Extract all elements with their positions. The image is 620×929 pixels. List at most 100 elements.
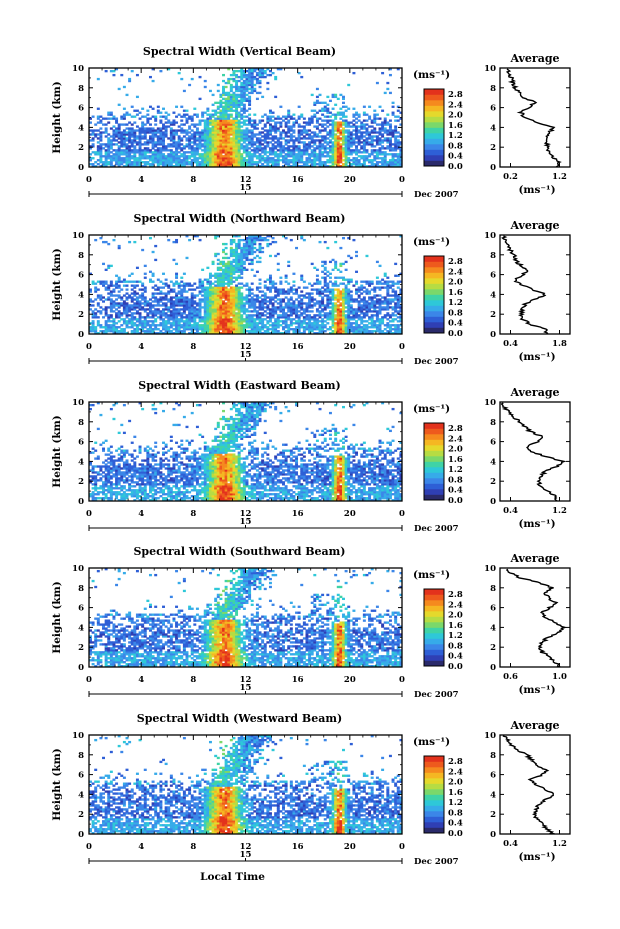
- heatmap-cell: [154, 326, 158, 329]
- heatmap-cell: [339, 324, 343, 327]
- heatmap-cell: [227, 153, 231, 156]
- heatmap-cell: [203, 141, 207, 144]
- heatmap-cell: [203, 330, 207, 333]
- heatmap-cell: [141, 107, 145, 110]
- heatmap-cell: [237, 155, 241, 158]
- heatmap-cell: [211, 103, 215, 106]
- heatmap-cell: [276, 159, 280, 162]
- heatmap-cell: [203, 306, 207, 309]
- heatmap-cell: [300, 235, 304, 238]
- heatmap-cell: [128, 145, 132, 148]
- heatmap-cell: [224, 135, 228, 138]
- heatmap-cell: [203, 147, 207, 150]
- heatmap-cell: [227, 151, 231, 154]
- heatmap-cell: [271, 314, 275, 317]
- heatmap-cell: [240, 165, 244, 168]
- heatmap-cell: [323, 280, 327, 283]
- heatmap-cell: [96, 121, 100, 124]
- heatmap-cell: [214, 294, 218, 297]
- heatmap-cell: [305, 165, 309, 168]
- heatmap-cell: [289, 127, 293, 130]
- heatmap-cell: [248, 294, 252, 297]
- heatmap-cell: [279, 153, 283, 156]
- heatmap-cell: [175, 149, 179, 152]
- heatmap-cell: [279, 332, 283, 335]
- heatmap-cell: [148, 308, 152, 311]
- heatmap-cell: [250, 77, 254, 81]
- heatmap-cell: [279, 298, 283, 301]
- heatmap-cell: [349, 141, 353, 144]
- heatmap-cell: [107, 143, 111, 146]
- heatmap-cell: [336, 137, 340, 140]
- heatmap-cell: [125, 326, 129, 329]
- heatmap-cell: [235, 125, 239, 128]
- heatmap-cell: [339, 143, 343, 146]
- heatmap-cell: [133, 151, 137, 154]
- heatmap-cell: [289, 310, 293, 313]
- heatmap-cell: [315, 121, 319, 124]
- heatmap-cell: [242, 332, 246, 335]
- heatmap-cell: [208, 121, 212, 124]
- heatmap-cell: [287, 300, 291, 303]
- heatmap-cell: [240, 282, 244, 285]
- heatmap-cell: [245, 244, 249, 248]
- heatmap-cell: [198, 135, 202, 138]
- heatmap-cell: [214, 151, 218, 154]
- heatmap-cell: [368, 141, 372, 144]
- heatmap-cell: [229, 306, 233, 309]
- heatmap-cell: [177, 139, 181, 142]
- heatmap-cell: [182, 147, 186, 150]
- heatmap-cell: [331, 330, 335, 333]
- heatmap-cell: [235, 270, 239, 273]
- heatmap-cell: [253, 147, 257, 150]
- heatmap-cell: [297, 316, 301, 319]
- heatmap-cell: [148, 129, 152, 132]
- heatmap-cell: [201, 129, 205, 132]
- heatmap-cell: [232, 292, 236, 295]
- heatmap-cell: [300, 326, 304, 329]
- heatmap-cell: [274, 151, 278, 154]
- heatmap-cell: [201, 119, 205, 122]
- heatmap-cell: [274, 286, 278, 289]
- heatmap-cell: [271, 304, 275, 307]
- heatmap-cell: [94, 316, 98, 319]
- heatmap-cell: [399, 163, 403, 166]
- heatmap-cell: [222, 328, 225, 331]
- heatmap-cell: [396, 153, 400, 156]
- heatmap-cell: [148, 157, 152, 160]
- heatmap-cell: [175, 316, 179, 319]
- heatmap-cell: [289, 306, 293, 309]
- heatmap-cell: [242, 79, 246, 83]
- heatmap-cell: [214, 143, 218, 146]
- heatmap-cell: [193, 151, 197, 154]
- heatmap-cell: [104, 163, 108, 166]
- heatmap-cell: [248, 121, 252, 124]
- heatmap-cell: [297, 302, 301, 305]
- heatmap-cell: [315, 147, 319, 150]
- heatmap-cell: [253, 326, 257, 329]
- heatmap-cell: [117, 312, 121, 315]
- heatmap-cell: [310, 161, 314, 164]
- heatmap-cell: [216, 306, 220, 309]
- heatmap-cell: [214, 155, 218, 158]
- heatmap-cell: [102, 332, 105, 335]
- heatmap-cell: [245, 240, 249, 244]
- heatmap-cell: [109, 330, 113, 333]
- heatmap-cell: [331, 135, 335, 138]
- heatmap-cell: [91, 137, 95, 140]
- heatmap-cell: [334, 276, 338, 279]
- heatmap-cell: [331, 131, 335, 134]
- heatmap-cell: [347, 133, 351, 136]
- heatmap-cell: [321, 302, 325, 305]
- heatmap-cell: [130, 141, 134, 144]
- heatmap-cell: [248, 161, 252, 164]
- heatmap-cell: [219, 324, 223, 327]
- heatmap-cell: [143, 115, 147, 118]
- heatmap-cell: [135, 137, 139, 140]
- heatmap-cell: [122, 157, 126, 160]
- heatmap-cell: [268, 278, 272, 281]
- heatmap-cell: [188, 318, 192, 321]
- heatmap-cell: [151, 153, 155, 156]
- heatmap-cell: [224, 304, 228, 307]
- heatmap-cell: [336, 320, 340, 323]
